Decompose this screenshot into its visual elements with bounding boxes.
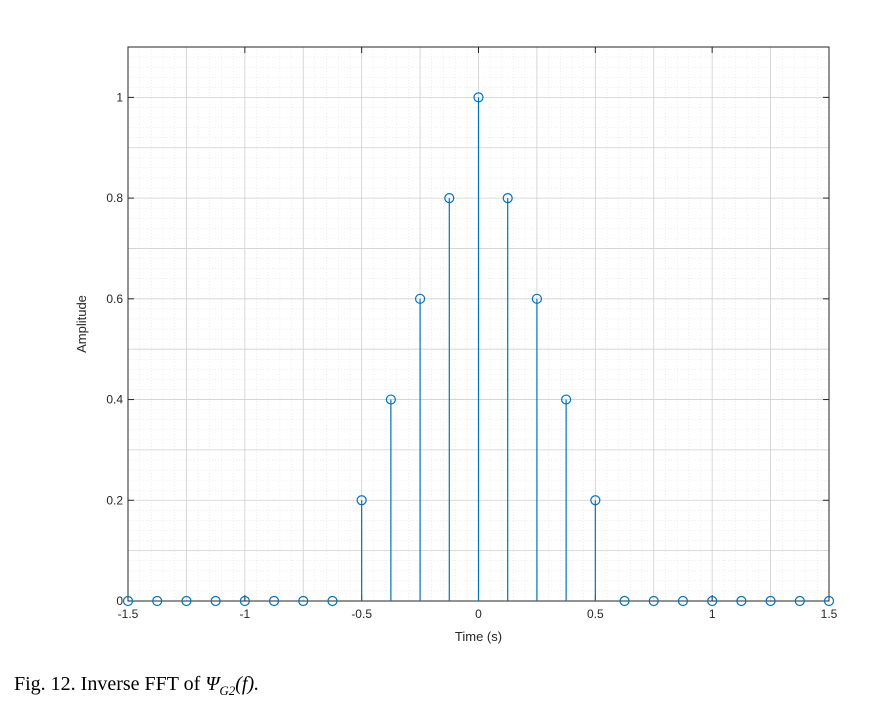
- stem-marker: [707, 595, 718, 607]
- stem-plot: -1.5 -1 -0.5 0 0.5 1 1.5 0 0.2 0.4 0.6 0.8 1 Time (…: [74, 46, 838, 644]
- stem-marker: [765, 595, 776, 607]
- stem-marker: [210, 595, 221, 607]
- y-tick-label: 1: [116, 90, 123, 104]
- figure-caption: Fig. 12. Inverse FFT of ΨG2(f).: [14, 673, 259, 699]
- x-tick-label: 1.5: [821, 607, 838, 621]
- y-tick-label: 0.4: [106, 393, 123, 407]
- stem-marker: [473, 92, 484, 103]
- y-tick-label: 0.8: [106, 191, 123, 205]
- y-tick-labels: 0 0.2 0.4 0.6 0.8 1: [106, 90, 123, 608]
- stem-marker: [794, 595, 805, 607]
- caption-prefix: Fig. 12. Inverse FFT of: [14, 673, 206, 695]
- stem-marker: [444, 192, 455, 204]
- x-axis-label: Time (s): [455, 629, 502, 644]
- caption-suffix: (f).: [235, 673, 260, 695]
- axis-ticks: [127, 47, 830, 602]
- stem-marker: [736, 595, 747, 607]
- stem-marker: [823, 595, 835, 607]
- stem-marker: [152, 595, 163, 607]
- stem-marker: [677, 595, 689, 607]
- stem-marker: [502, 192, 513, 204]
- x-tick-label: -1: [239, 607, 250, 621]
- y-tick-label: 0: [116, 594, 123, 608]
- x-tick-label: -0.5: [351, 607, 372, 621]
- x-tick-label: 0: [475, 607, 482, 621]
- stem-marker: [327, 595, 338, 607]
- y-axis-label: Amplitude: [74, 295, 89, 353]
- stem-marker: [356, 495, 367, 506]
- x-tick-labels: -1.5 -1 -0.5 0 0.5 1 1.5: [118, 607, 838, 621]
- stem-marker: [181, 595, 192, 607]
- caption-symbol: Ψ: [205, 673, 220, 695]
- stem-marker: [122, 595, 134, 607]
- stem-marker: [239, 595, 250, 607]
- stem-marker: [561, 394, 572, 405]
- stem-marker: [414, 293, 426, 304]
- caption-subscript: G2: [219, 683, 236, 698]
- stem-marker: [268, 595, 280, 607]
- stem-marker: [385, 394, 396, 405]
- x-tick-label: -1.5: [118, 607, 139, 621]
- y-tick-label: 0.6: [106, 292, 123, 306]
- stem-marker: [531, 293, 543, 304]
- x-tick-label: 0.5: [587, 607, 604, 621]
- stem-marker: [298, 595, 309, 607]
- stem-series: [122, 92, 835, 607]
- x-tick-label: 1: [709, 607, 716, 621]
- stem-marker: [648, 595, 659, 607]
- y-tick-label: 0.2: [106, 493, 123, 507]
- stem-marker: [619, 595, 630, 607]
- stem-marker: [590, 495, 601, 506]
